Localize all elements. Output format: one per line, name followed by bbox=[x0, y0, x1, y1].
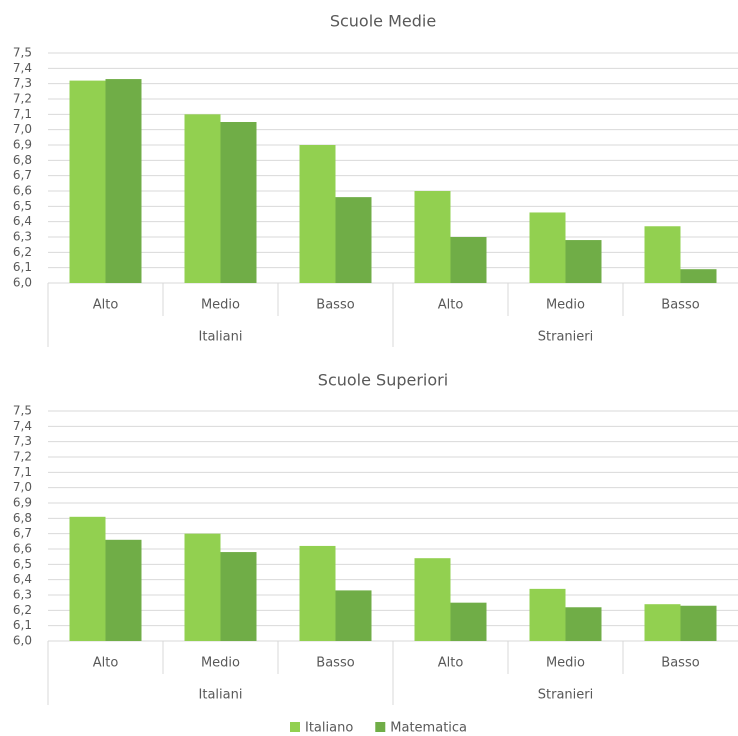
bar bbox=[335, 590, 372, 641]
bar bbox=[644, 604, 681, 641]
bar bbox=[184, 533, 221, 641]
bar bbox=[299, 145, 336, 283]
y-tick-label: 6,7 bbox=[13, 526, 32, 540]
x-tick-label: Medio bbox=[546, 656, 585, 671]
x-tick-label: Alto bbox=[93, 298, 119, 313]
bar bbox=[644, 226, 681, 283]
y-tick-label: 7,2 bbox=[13, 450, 32, 464]
bar bbox=[69, 80, 106, 283]
legend-label: Matematica bbox=[390, 721, 467, 736]
y-tick-label: 7,2 bbox=[13, 92, 32, 106]
bar bbox=[184, 114, 221, 283]
y-tick-label: 6,7 bbox=[13, 168, 32, 182]
y-tick-label: 6,1 bbox=[13, 618, 32, 632]
bar bbox=[69, 516, 106, 641]
bar bbox=[680, 269, 717, 283]
y-tick-label: 6,8 bbox=[13, 153, 32, 167]
y-tick-label: 6,5 bbox=[13, 557, 32, 571]
y-tick-label: 6,2 bbox=[13, 603, 32, 617]
group-label: Italiani bbox=[199, 330, 243, 345]
bar bbox=[414, 558, 451, 641]
legend-swatch bbox=[290, 722, 300, 732]
bar bbox=[299, 545, 336, 641]
y-tick-label: 7,4 bbox=[13, 61, 32, 75]
y-tick-label: 6,4 bbox=[13, 214, 32, 228]
x-tick-label: Basso bbox=[316, 656, 354, 671]
x-tick-label: Medio bbox=[546, 298, 585, 313]
y-tick-label: 7,1 bbox=[13, 107, 32, 121]
y-tick-label: 7,5 bbox=[13, 46, 32, 60]
y-tick-label: 6,5 bbox=[13, 199, 32, 213]
y-tick-label: 7,3 bbox=[13, 76, 32, 90]
bar bbox=[565, 607, 602, 641]
y-tick-label: 6,9 bbox=[13, 138, 32, 152]
y-tick-label: 7,3 bbox=[13, 434, 32, 448]
bar bbox=[335, 197, 372, 283]
y-tick-label: 6,9 bbox=[13, 496, 32, 510]
group-label: Stranieri bbox=[538, 688, 593, 703]
y-tick-label: 7,1 bbox=[13, 465, 32, 479]
x-tick-label: Alto bbox=[438, 298, 464, 313]
y-tick-label: 6,1 bbox=[13, 260, 32, 274]
x-tick-label: Alto bbox=[93, 656, 119, 671]
y-tick-label: 6,2 bbox=[13, 245, 32, 259]
y-tick-label: 7,5 bbox=[13, 404, 32, 418]
bar bbox=[220, 552, 257, 641]
y-tick-label: 6,4 bbox=[13, 572, 32, 586]
y-tick-label: 7,0 bbox=[13, 480, 32, 494]
x-tick-label: Basso bbox=[661, 298, 699, 313]
y-tick-label: 7,4 bbox=[13, 419, 32, 433]
legend-swatch bbox=[375, 722, 386, 732]
x-tick-label: Alto bbox=[438, 656, 464, 671]
y-tick-label: 6,8 bbox=[13, 511, 32, 525]
group-label: Italiani bbox=[199, 688, 243, 703]
chart-title: Scuole Superiori bbox=[318, 371, 448, 390]
bar bbox=[529, 588, 566, 641]
bar bbox=[414, 191, 451, 283]
y-tick-label: 6,6 bbox=[13, 542, 32, 556]
x-tick-label: Medio bbox=[201, 656, 240, 671]
y-tick-label: 6,0 bbox=[13, 276, 32, 290]
bar bbox=[105, 79, 142, 283]
bar bbox=[529, 212, 566, 283]
y-tick-label: 7,0 bbox=[13, 122, 32, 136]
x-tick-label: Basso bbox=[316, 298, 354, 313]
x-tick-label: Basso bbox=[661, 656, 699, 671]
chart-title: Scuole Medie bbox=[330, 12, 436, 31]
y-tick-label: 6,3 bbox=[13, 588, 32, 602]
y-tick-label: 6,6 bbox=[13, 184, 32, 198]
y-tick-label: 6,3 bbox=[13, 230, 32, 244]
bar bbox=[565, 240, 602, 283]
bar bbox=[450, 237, 487, 283]
y-tick-label: 6,0 bbox=[13, 634, 32, 648]
x-tick-label: Medio bbox=[201, 298, 240, 313]
bar bbox=[450, 602, 487, 641]
legend-label: Italiano bbox=[305, 721, 353, 736]
group-label: Stranieri bbox=[538, 330, 593, 345]
bar bbox=[680, 605, 717, 641]
bar bbox=[105, 539, 142, 641]
bar bbox=[220, 122, 257, 283]
